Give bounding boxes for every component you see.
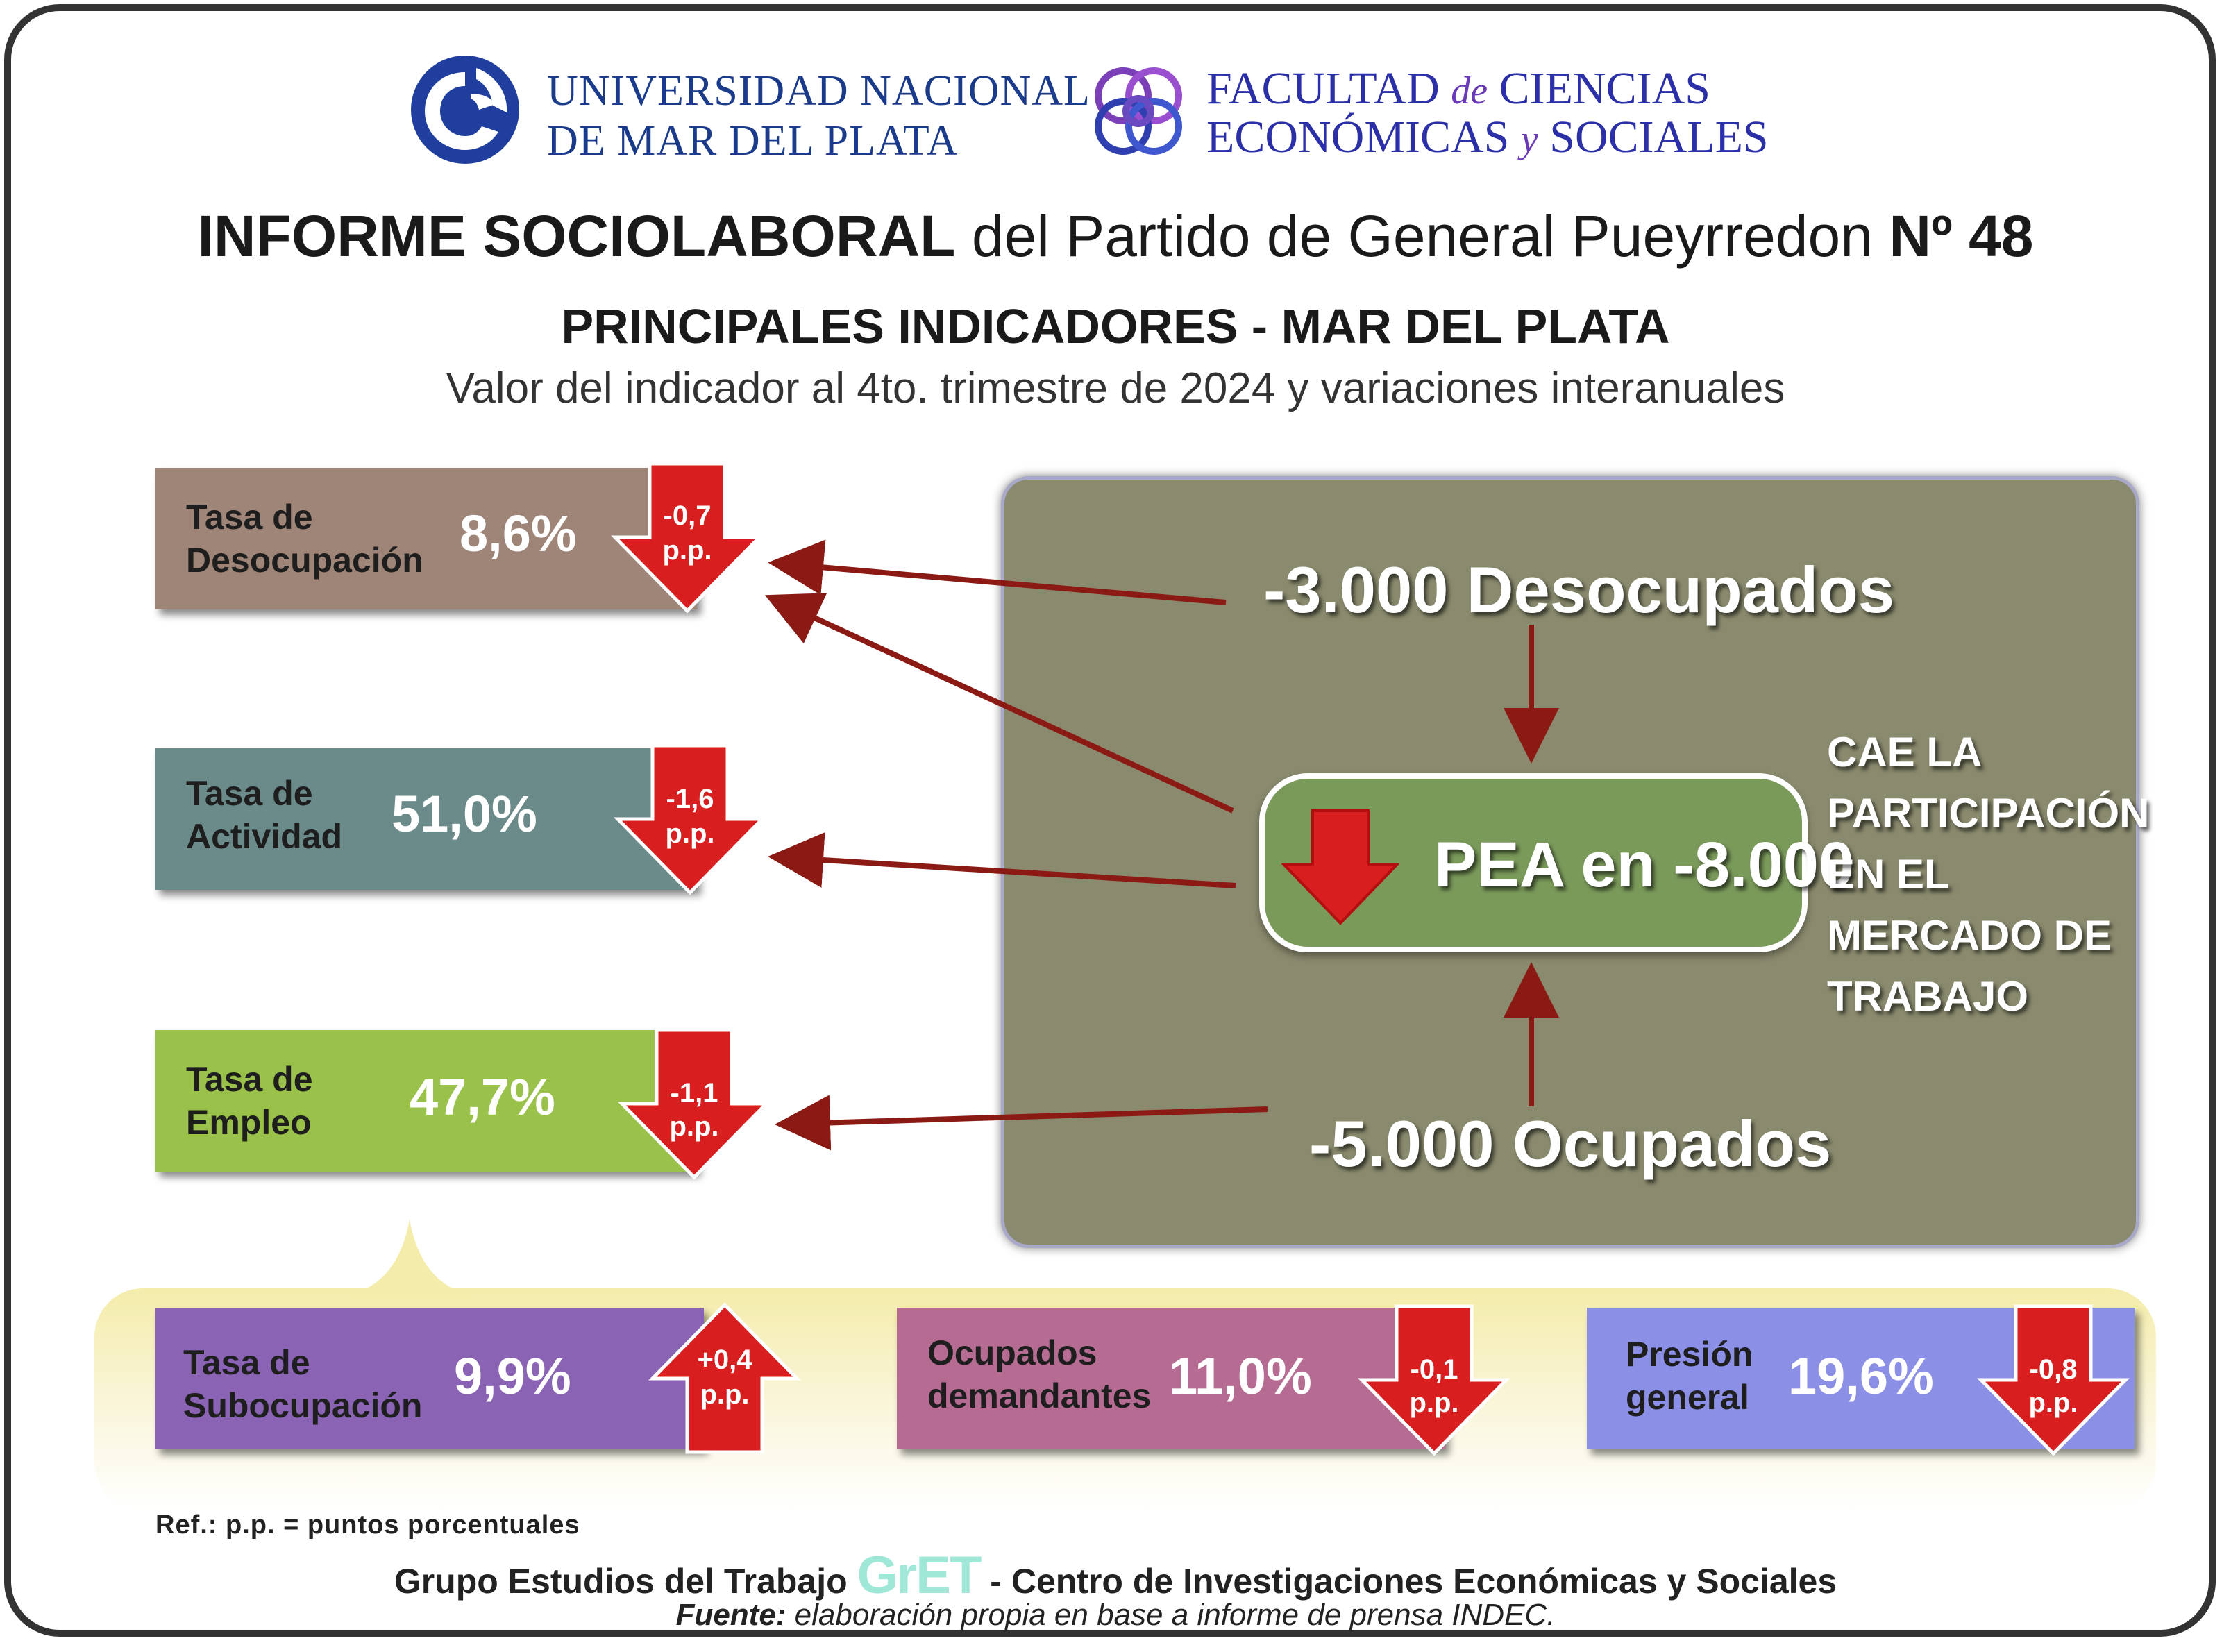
card-label: Ocupados demandantes bbox=[927, 1331, 1151, 1417]
card-value: 8,6% bbox=[460, 505, 577, 562]
faces-word-de: de bbox=[1451, 69, 1488, 112]
delta-arrow-desocupacion: -0,7 p.p. bbox=[611, 461, 764, 614]
delta-value: +0,4 bbox=[697, 1345, 752, 1375]
reference-note: Ref.: p.p. = puntos porcentuales bbox=[155, 1510, 580, 1540]
arrow-pea-to-actividad bbox=[768, 832, 1236, 888]
delta-arrow-presion-general: -0,8 p.p. bbox=[1977, 1304, 2130, 1456]
card-value: 51,0% bbox=[392, 785, 537, 843]
group-credit: Grupo Estudios del Trabajo GrET - Centro… bbox=[0, 1545, 2231, 1605]
note-line-3: EN EL bbox=[1827, 851, 1950, 897]
delta-unit: p.p. bbox=[665, 818, 715, 849]
card-value: 9,9% bbox=[454, 1347, 571, 1405]
arrow-pea-to-desocupacion bbox=[764, 593, 1234, 814]
note-line-1: CAE LA bbox=[1827, 729, 1982, 775]
faces-logo-icon bbox=[1095, 67, 1182, 155]
card-label-line1: Tasa de bbox=[186, 1060, 313, 1099]
note-line-2: PARTICIPACIÓN bbox=[1827, 790, 2150, 836]
card-label-line1: Ocupados bbox=[927, 1333, 1097, 1372]
arrow-down-icon bbox=[614, 743, 766, 895]
card-ocupados-demandantes: Ocupados demandantes 11,0% bbox=[897, 1308, 1445, 1449]
page-subtitle: PRINCIPALES INDICADORES - MAR DEL PLATA bbox=[561, 299, 1670, 353]
delta-value: -1,1 bbox=[670, 1078, 718, 1109]
faces-name-line1: FACULTAD de CIENCIAS bbox=[1206, 62, 1710, 115]
page-title: INFORME SOCIOLABORAL del Partido de Gene… bbox=[0, 203, 2231, 270]
card-label-line1: Tasa de bbox=[186, 498, 313, 537]
card-value: 47,7% bbox=[410, 1068, 555, 1126]
card-label: Tasa de Actividad bbox=[186, 772, 342, 858]
delta-value: -0,7 bbox=[663, 500, 712, 531]
gret-logo-text: GrET bbox=[857, 1546, 982, 1605]
center-name: - Centro de Investigaciones Económicas y… bbox=[990, 1562, 1837, 1601]
card-label-line2: Subocupación bbox=[183, 1386, 423, 1425]
note-line-4: MERCADO DE bbox=[1827, 912, 2112, 959]
source-label: Fuente: bbox=[675, 1598, 786, 1632]
group-name: Grupo Estudios del Trabajo bbox=[394, 1562, 848, 1601]
arrow-down-icon bbox=[618, 1028, 771, 1180]
title-number: Nº 48 bbox=[1889, 203, 2034, 269]
card-label-line2: Actividad bbox=[186, 817, 343, 856]
delta-unit: p.p. bbox=[1409, 1388, 1459, 1418]
note-line-5: TRABAJO bbox=[1827, 973, 2029, 1020]
faces-word-y: y bbox=[1520, 118, 1538, 161]
title-mid: del Partido de General Pueyrredon bbox=[971, 203, 1873, 269]
arrow-down-icon bbox=[1977, 1304, 2130, 1456]
card-actividad: Tasa de Actividad 51,0% bbox=[155, 748, 697, 890]
delta-arrow-empleo: -1,1 p.p. bbox=[618, 1027, 771, 1180]
page-subtitle2: Valor del indicador al 4to. trimestre de… bbox=[446, 364, 1785, 412]
desocupados-text: -3.000 Desocupados bbox=[1263, 553, 1895, 626]
card-desocupacion: Tasa de Desocupación 8,6% bbox=[155, 468, 697, 609]
card-label-line1: Tasa de bbox=[186, 774, 313, 813]
delta-arrow-ocupados-demandantes: -0,1 p.p. bbox=[1358, 1304, 1510, 1456]
card-label: Tasa de Subocupación bbox=[183, 1341, 422, 1427]
card-value: 19,6% bbox=[1788, 1347, 1934, 1405]
delta-arrow-subocupacion: +0,4 p.p. bbox=[648, 1302, 801, 1455]
faces-word-facultad: FACULTAD bbox=[1206, 63, 1451, 114]
arrow-up-icon bbox=[648, 1302, 801, 1454]
arrow-down-icon bbox=[1358, 1304, 1510, 1456]
card-label-line2: demandantes bbox=[927, 1376, 1152, 1415]
unmdp-logo-icon bbox=[411, 56, 519, 164]
unmdp-name-line2: DE MAR DEL PLATA bbox=[547, 117, 959, 165]
card-label: Presión general bbox=[1626, 1333, 1753, 1419]
unmdp-name-line1: UNIVERSIDAD NACIONAL bbox=[547, 67, 1091, 115]
delta-value: -0,1 bbox=[1410, 1354, 1458, 1385]
delta-value: -0,8 bbox=[2029, 1354, 2078, 1385]
card-subocupacion: Tasa de Subocupación 9,9% bbox=[155, 1308, 704, 1449]
delta-unit: p.p. bbox=[700, 1379, 750, 1410]
card-label-line1: Presión bbox=[1626, 1335, 1753, 1374]
delta-arrow-actividad: -1,6 p.p. bbox=[614, 743, 766, 895]
card-label-line2: general bbox=[1626, 1378, 1749, 1417]
source-text: elaboración propia en base a informe de … bbox=[786, 1598, 1556, 1632]
card-value: 11,0% bbox=[1169, 1347, 1312, 1405]
arrow-down-icon bbox=[1281, 809, 1399, 925]
ocupados-text: -5.000 Ocupados bbox=[1309, 1107, 1832, 1180]
card-label-line2: Desocupación bbox=[186, 541, 423, 580]
delta-unit: p.p. bbox=[669, 1111, 719, 1142]
title-bold: INFORME SOCIOLABORAL bbox=[197, 203, 956, 269]
band-pointer bbox=[347, 1219, 472, 1295]
arrow-ocupados-to-empleo bbox=[775, 1095, 1268, 1151]
participation-note: CAE LA PARTICIPACIÓN EN EL MERCADO DE TR… bbox=[1827, 722, 2149, 1027]
delta-unit: p.p. bbox=[662, 535, 712, 566]
pea-text: PEA en -8.000 bbox=[1434, 829, 1855, 900]
faces-word-sociales: SOCIALES bbox=[1538, 112, 1769, 162]
delta-value: -1,6 bbox=[666, 784, 714, 814]
card-label-line2: Empleo bbox=[186, 1103, 312, 1142]
card-empleo: Tasa de Empleo 47,7% bbox=[155, 1030, 697, 1172]
gret-logo: GrET bbox=[857, 1546, 982, 1605]
card-label-line1: Tasa de bbox=[183, 1343, 310, 1382]
faces-word-ciencias: CIENCIAS bbox=[1488, 63, 1710, 114]
faces-name-line2: ECONÓMICAS y SOCIALES bbox=[1206, 111, 1769, 164]
card-label: Tasa de Desocupación bbox=[186, 496, 423, 582]
arrow-desocupados-to-desocupacion bbox=[768, 539, 1227, 605]
faces-word-economicas: ECONÓMICAS bbox=[1206, 112, 1521, 162]
delta-unit: p.p. bbox=[2028, 1388, 2078, 1418]
card-label: Tasa de Empleo bbox=[186, 1058, 313, 1144]
arrow-down-icon bbox=[611, 462, 764, 614]
source-note: Fuente: elaboración propia en base a inf… bbox=[0, 1598, 2231, 1633]
